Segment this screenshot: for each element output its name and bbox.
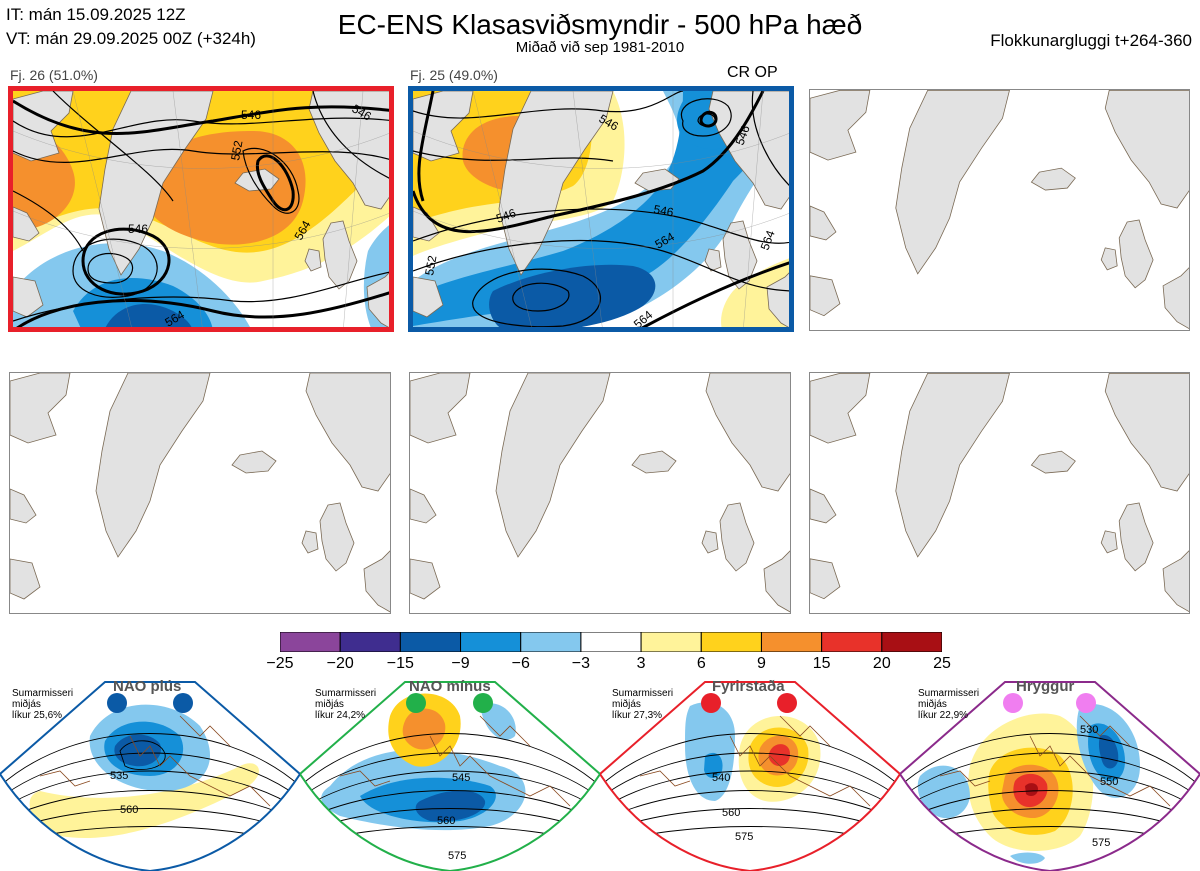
cluster-map-3-empty[interactable] <box>809 89 1190 331</box>
colorbar-tick-label: −6 <box>511 655 530 672</box>
valid-time: VT: mán 29.09.2025 00Z (+324h) <box>6 29 256 48</box>
colorbar-tick-label: 25 <box>933 655 951 672</box>
regime-marker <box>1076 693 1096 713</box>
regime-name: Hryggur <box>1016 678 1075 695</box>
regime-marker <box>473 693 493 713</box>
page-title: EC-ENS Klasasviðsmyndir - 500 hPa hæð <box>337 9 863 40</box>
colorbar-swatch <box>640 632 702 652</box>
colorbar-swatch <box>520 632 582 652</box>
contour-label: 540 <box>712 772 730 784</box>
colorbar-swatch <box>580 632 642 652</box>
colorbar-swatch <box>339 632 401 652</box>
regime-name: NAO plús <box>113 678 182 695</box>
regime-blocking: 540 560 575 Fyrirstaða Sumarmisseri miðjá… <box>600 676 900 871</box>
colorbar-swatch <box>460 632 522 652</box>
colorbar-ticks: −25 −20 −15 −9 −6 −3 3 6 9 15 20 25 <box>0 652 1200 676</box>
regime-marker <box>777 693 797 713</box>
contour-label: 552 <box>422 254 439 276</box>
cluster-map-6-empty[interactable] <box>809 372 1190 614</box>
regime-name: Fyrirstaða <box>712 678 785 695</box>
colorbar-tick-label: 3 <box>636 655 646 672</box>
cluster-map-1[interactable]: 546 552 546 564 564 546 <box>8 86 394 332</box>
colorbar-swatch <box>700 632 762 652</box>
regime-info: Sumarmisseri miðjás líkur 22,9% <box>918 688 980 721</box>
contour-label: 535 <box>110 770 128 782</box>
regime-marker <box>701 693 721 713</box>
colorbar-tick-label: −25 <box>266 655 294 672</box>
cluster-map-2[interactable]: 546 546 546 546 564 564 552 564 <box>408 86 794 332</box>
colorbar-swatch <box>399 632 462 652</box>
colorbar-swatch <box>821 632 883 652</box>
regime-marker <box>1003 693 1023 713</box>
colorbar-swatch <box>881 632 942 652</box>
regime-nao-plus: 535 560 NAO plús Sumarmisseri miðjás líkur… <box>0 676 300 871</box>
regime-ridge: 530 550 575 Hryggur Sumarmisseri miðjás lí… <box>900 676 1200 871</box>
cluster-2-label: Fj. 25 (49.0%) <box>410 67 498 83</box>
regime-info: Sumarmisseri miðjás líkur 27,3% <box>612 688 674 721</box>
contour-label: 546 <box>652 202 674 219</box>
colorbar-swatch <box>760 632 823 652</box>
regime-info: Sumarmisseri miðjás líkur 25,6% <box>12 688 74 721</box>
colorbar-tick-label: 20 <box>872 655 891 672</box>
contour-label: 560 <box>437 815 455 827</box>
contour-label: 575 <box>1092 837 1110 849</box>
colorbar-tick-label: 9 <box>757 655 766 672</box>
regime-marker <box>107 693 127 713</box>
regime-info: Sumarmisseri miðjás líkur 24,2% <box>315 688 377 721</box>
colorbar-tick-label: −20 <box>326 655 354 672</box>
cluster-map-5-empty[interactable] <box>409 372 791 614</box>
colorbar-tick-label: −3 <box>571 655 591 672</box>
contour-label: 560 <box>722 807 740 819</box>
colorbar-tick-label: 6 <box>696 655 706 672</box>
contour-label: 546 <box>128 222 148 236</box>
regime-nao-minus: 545 560 575 NAO mínus Sumarmisseri miðjás… <box>300 676 600 871</box>
regime-marker <box>406 693 426 713</box>
regime-name: NAO mínus <box>409 678 491 695</box>
contour-label: 552 <box>228 139 245 161</box>
contour-label: 550 <box>1100 776 1118 788</box>
contour-label: 560 <box>120 804 138 816</box>
contour-label: 546 <box>733 123 753 147</box>
colorbar-tick-label: 15 <box>812 655 831 672</box>
contour-label: 546 <box>241 108 261 122</box>
cluster-1-label: Fj. 26 (51.0%) <box>10 67 98 83</box>
contour-label: 575 <box>735 831 753 843</box>
contour-label: 564 <box>758 228 778 252</box>
regime-marker <box>173 693 193 713</box>
cluster-2-badge: CR OP <box>727 64 778 81</box>
contour-label: 530 <box>1080 724 1098 736</box>
page-subtitle: Miðað við sep 1981-2010 <box>515 39 685 56</box>
contour-label: 545 <box>452 772 470 784</box>
initial-time: IT: mán 15.09.2025 12Z <box>6 5 186 24</box>
contour-label: 546 <box>494 206 518 226</box>
contour-label: 575 <box>448 850 466 862</box>
colorbar-tick-label: −9 <box>451 655 470 672</box>
colorbar-tick-label: −15 <box>386 655 414 672</box>
colorbar <box>280 632 942 652</box>
classification-window: Flokkunargluggi t+264-360 <box>990 31 1192 50</box>
cluster-map-4-empty[interactable] <box>9 372 391 614</box>
colorbar-swatch <box>280 632 341 652</box>
